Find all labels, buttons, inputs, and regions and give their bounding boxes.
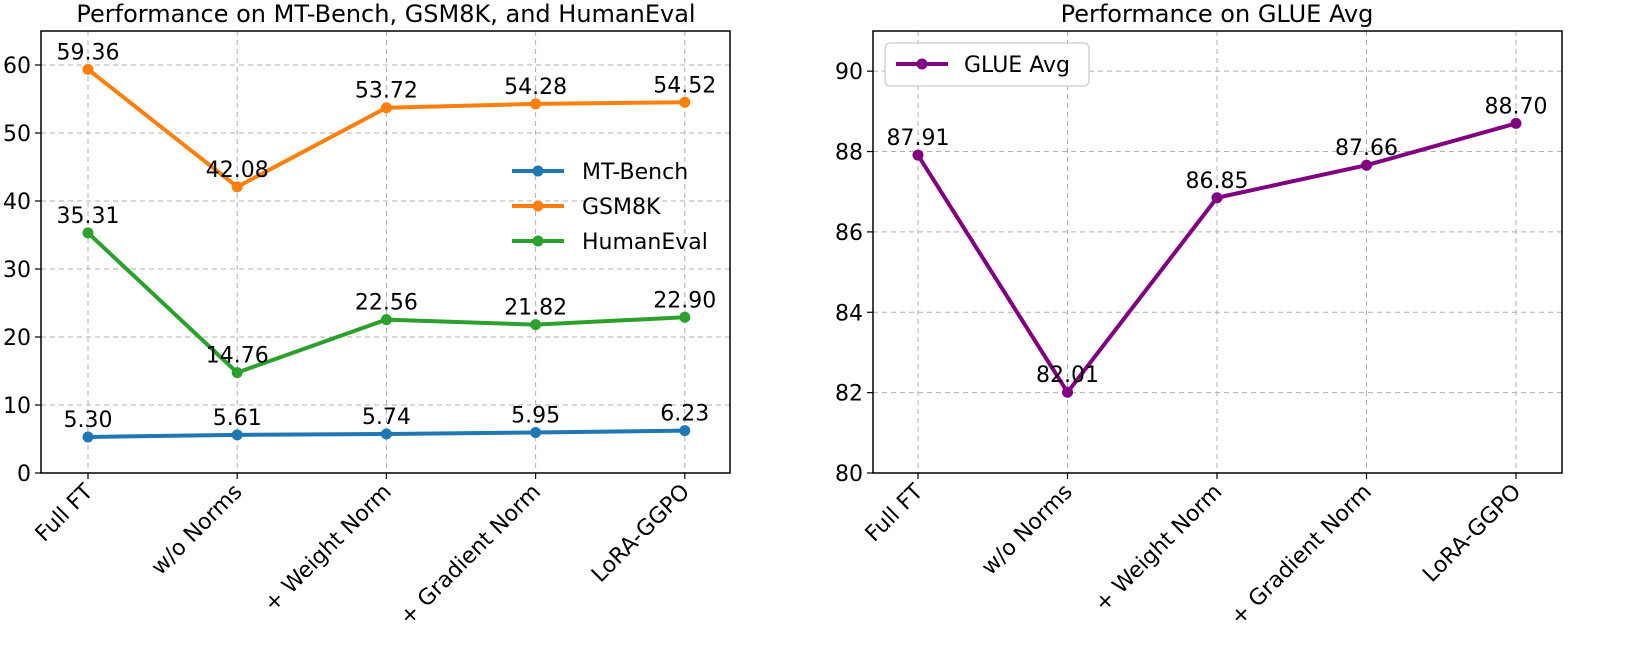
right-point-glue-avg xyxy=(912,149,924,161)
right-data-label: 88.70 xyxy=(1485,94,1548,119)
left-point-gsm8k xyxy=(679,96,691,108)
left-data-label: 21.82 xyxy=(504,296,567,321)
left-point-humaneval xyxy=(82,227,94,239)
left-ytick-label: 50 xyxy=(3,122,31,147)
chart-right-title: Performance on GLUE Avg xyxy=(1061,0,1374,28)
left-xtick-label: + Weight Norm xyxy=(259,480,396,617)
right-xtick-label: Full FT xyxy=(861,479,929,547)
left-point-humaneval xyxy=(380,314,392,326)
right-point-glue-avg xyxy=(1062,386,1073,398)
left-point-gsm8k xyxy=(231,181,243,193)
left-data-label: 14.76 xyxy=(206,344,269,369)
left-point-gsm8k xyxy=(530,98,542,110)
right-point-glue-avg xyxy=(1211,192,1223,204)
right-ytick-label: 84 xyxy=(835,301,863,326)
chart-left-title: Performance on MT-Bench, GSM8K, and Huma… xyxy=(76,0,695,28)
legend-swatch-marker xyxy=(532,200,544,212)
left-data-label: 54.28 xyxy=(504,75,567,100)
right-xtick-label: w/o Norms xyxy=(977,480,1078,581)
left-data-label: 22.90 xyxy=(653,288,716,313)
left-ytick-label: 30 xyxy=(3,258,31,283)
right-ytick-label: 80 xyxy=(835,462,863,487)
left-xtick-label: + Gradient Norm xyxy=(395,480,546,631)
chart-left: Performance on MT-Bench, GSM8K, and Huma… xyxy=(3,0,731,631)
legend-label: GSM8K xyxy=(582,195,661,220)
chart-right-legend: GLUE Avg xyxy=(884,42,1090,87)
left-data-label: 22.56 xyxy=(355,291,418,316)
right-xtick-label: LoRA-GGPO xyxy=(1418,480,1526,588)
left-point-humaneval xyxy=(530,319,542,331)
right-data-label: 87.91 xyxy=(887,126,950,151)
left-point-humaneval xyxy=(231,367,243,379)
left-ytick-label: 10 xyxy=(3,394,31,419)
legend-swatch-marker xyxy=(532,165,544,177)
left-point-mt-bench xyxy=(231,429,243,441)
right-xtick-label: + Weight Norm xyxy=(1090,480,1227,617)
left-data-label: 35.31 xyxy=(57,204,120,229)
left-data-label: 42.08 xyxy=(206,158,269,183)
left-data-label: 59.36 xyxy=(57,40,120,65)
left-xtick-label: w/o Norms xyxy=(147,480,248,581)
right-ytick-label: 90 xyxy=(835,60,863,85)
left-point-gsm8k xyxy=(82,63,94,75)
left-data-label: 5.95 xyxy=(511,404,560,429)
right-data-label: 86.85 xyxy=(1186,169,1249,194)
legend-label: MT-Bench xyxy=(582,160,688,185)
chart-right: Performance on GLUE Avg 80 82 84 86 88 90 Full… xyxy=(835,0,1563,631)
left-point-mt-bench xyxy=(82,431,94,443)
left-data-label: 5.61 xyxy=(213,406,262,431)
right-xtick-label: + Gradient Norm xyxy=(1226,480,1377,631)
left-ytick-label: 60 xyxy=(3,54,31,79)
left-point-mt-bench xyxy=(530,427,542,439)
left-xtick-label: Full FT xyxy=(31,479,99,547)
left-data-label: 53.72 xyxy=(355,79,418,104)
legend-swatch-marker xyxy=(532,235,544,247)
right-point-glue-avg xyxy=(1361,159,1372,171)
left-data-label: 5.30 xyxy=(64,408,113,433)
right-ytick-label: 86 xyxy=(835,221,863,246)
chart-left-frame xyxy=(40,30,731,474)
left-ytick-label: 0 xyxy=(17,462,31,487)
left-ytick-label: 20 xyxy=(3,326,31,351)
legend-box xyxy=(884,42,1090,87)
right-point-glue-avg xyxy=(1510,117,1522,129)
right-data-label: 87.66 xyxy=(1335,136,1398,161)
left-point-mt-bench xyxy=(380,428,392,440)
left-point-humaneval xyxy=(679,311,691,323)
left-data-label: 5.74 xyxy=(362,405,411,430)
left-data-label: 6.23 xyxy=(660,402,709,427)
left-xtick-label: LoRA-GGPO xyxy=(587,480,695,588)
right-ytick-label: 88 xyxy=(835,141,863,166)
left-point-mt-bench xyxy=(679,425,691,437)
legend-label: HumanEval xyxy=(582,230,708,255)
left-data-label: 54.52 xyxy=(653,73,716,98)
left-ytick-label: 40 xyxy=(3,190,31,215)
legend-label: GLUE Avg xyxy=(964,53,1070,78)
right-ytick-label: 82 xyxy=(835,382,863,407)
left-point-gsm8k xyxy=(380,102,392,114)
chart-left-legend: MT-Bench GSM8K HumanEval xyxy=(512,160,708,255)
right-data-label: 82.01 xyxy=(1036,363,1099,388)
legend-swatch-marker xyxy=(916,58,928,70)
